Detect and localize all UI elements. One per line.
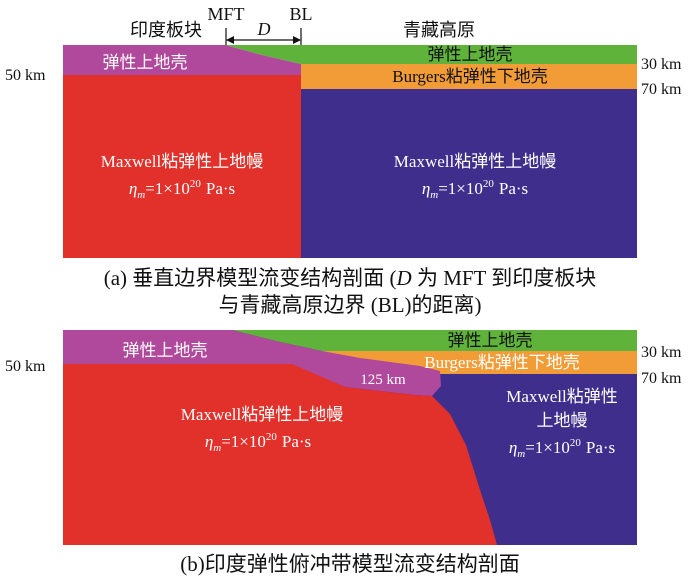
viscosity-subscript: m: [517, 448, 525, 460]
tibet-mantle-name-a: Maxwell粘弹性上地幔: [394, 152, 556, 171]
viscosity-value: =1×10: [525, 438, 570, 457]
viscosity-exponent: 20: [570, 437, 582, 449]
depth-50km-label-b: 50 km: [5, 358, 46, 375]
slab-depth-label: 125 km: [360, 372, 406, 388]
tibet-lower-crust-label-a: Burgers粘弹性下地壳: [392, 67, 548, 86]
viscosity-symbol: η: [129, 179, 137, 198]
viscosity-exponent: 20: [190, 178, 202, 190]
caption-a-line1: (a) 垂直边界模型流变结构剖面 (D 为 MFT 到印度板块: [104, 266, 597, 290]
tibet-upper-crust-region-b: [232, 330, 637, 351]
india-mantle-viscosity-b: ηm=1×1020 Pa·s: [205, 431, 311, 454]
india-mantle-region-b: [63, 364, 497, 545]
tibet-mantle-name-line1-b: Maxwell粘弹性: [506, 387, 617, 406]
caption-a-suffix: 为 MFT 到印度板块: [412, 266, 597, 290]
caption-a-prefix: (a) 垂直边界模型流变结构剖面 (: [104, 266, 397, 290]
tibet-lower-crust-region-b: [322, 350, 637, 374]
caption-a-symbol: D: [396, 266, 412, 290]
india-mantle-name-a: Maxwell粘弹性上地幔: [101, 152, 263, 171]
india-elastic-slab-region-b: [63, 330, 441, 396]
panel-b: 弹性上地壳 弹性上地壳 Burgers粘弹性下地壳 125 km Maxwell…: [5, 330, 682, 576]
india-plate-label: 印度板块: [130, 20, 202, 40]
india-upper-crust-region-a: [63, 45, 301, 75]
india-upper-crust-label-b: 弹性上地壳: [123, 341, 208, 360]
viscosity-value: =1×10: [438, 179, 483, 198]
tibet-lower-crust-label-b: Burgers粘弹性下地壳: [424, 353, 580, 372]
panel-a: 印度板块 MFT D BL 青藏高原 弹性上地壳 弹性上地壳 Burgers粘弹…: [5, 4, 682, 317]
depth-30km-label-b: 30 km: [641, 344, 682, 361]
tibet-upper-crust-label-b: 弹性上地壳: [448, 331, 533, 350]
caption-a-line2: 与青藏高原边界 (BL)的距离): [218, 293, 481, 317]
depth-70km-label-a: 70 km: [641, 81, 682, 98]
tibet-upper-crust-label-a: 弹性上地壳: [428, 45, 513, 64]
caption-b: (b)印度弹性俯冲带模型流变结构剖面: [180, 552, 520, 576]
tibet-mantle-name-line2-b: 上地幔: [537, 411, 588, 430]
india-mantle-name-b: Maxwell粘弹性上地幔: [181, 405, 343, 424]
bl-label: BL: [289, 4, 312, 24]
viscosity-subscript: m: [213, 442, 221, 454]
mft-label: MFT: [207, 4, 244, 24]
depth-50km-label-a: 50 km: [5, 67, 46, 84]
depth-70km-label-b: 70 km: [641, 370, 682, 387]
tibet-mantle-region-a: [301, 88, 637, 258]
tibet-lower-crust-region-a: [301, 63, 637, 89]
tibet-mantle-viscosity-b: ηm=1×1020 Pa·s: [509, 437, 615, 460]
viscosity-exponent: 20: [483, 178, 495, 190]
india-upper-crust-label-a: 弹性上地壳: [103, 53, 188, 72]
tibet-plateau-label: 青藏高原: [403, 20, 475, 40]
tibet-upper-crust-region-a: [225, 45, 637, 64]
india-mantle-region-a: [63, 74, 301, 258]
viscosity-unit: Pa·s: [586, 438, 615, 457]
viscosity-symbol: η: [509, 438, 517, 457]
viscosity-unit: Pa·s: [206, 179, 235, 198]
distance-d-label: D: [257, 19, 271, 39]
viscosity-value: =1×10: [221, 432, 266, 451]
viscosity-symbol: η: [422, 179, 430, 198]
viscosity-subscript: m: [137, 189, 145, 201]
viscosity-subscript: m: [430, 189, 438, 201]
depth-30km-label-a: 30 km: [641, 56, 682, 73]
viscosity-exponent: 20: [266, 431, 278, 443]
india-mantle-viscosity-a: ηm=1×1020 Pa·s: [129, 178, 235, 201]
viscosity-unit: Pa·s: [282, 432, 311, 451]
viscosity-value: =1×10: [145, 179, 190, 198]
viscosity-unit: Pa·s: [499, 179, 528, 198]
viscosity-symbol: η: [205, 432, 213, 451]
tibet-mantle-viscosity-a: ηm=1×1020 Pa·s: [422, 178, 528, 201]
